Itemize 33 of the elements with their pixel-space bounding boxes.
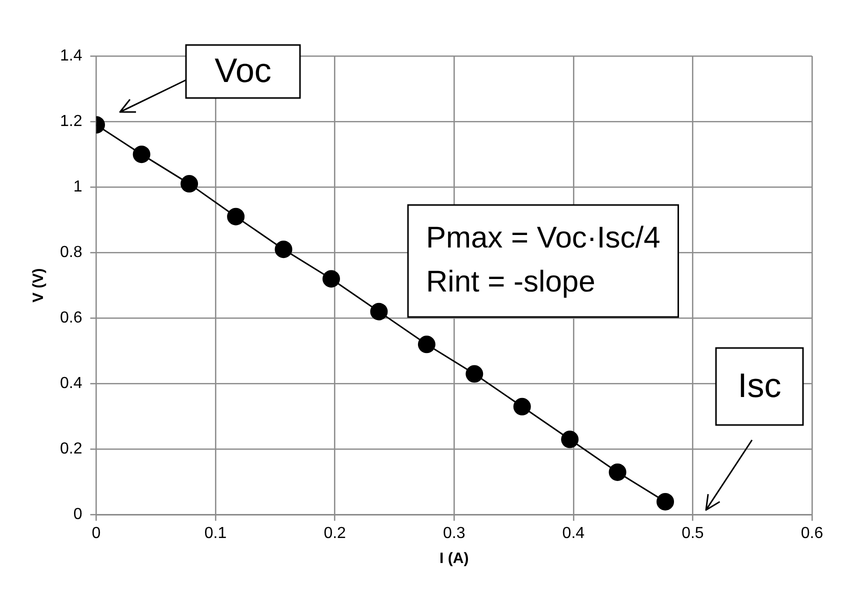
point	[608, 463, 626, 481]
x-tick-label: 0.3	[442, 524, 466, 542]
point	[418, 336, 436, 354]
point	[513, 398, 531, 416]
x-tick-label: 0.1	[204, 524, 227, 542]
y-tick-label: 0.2	[60, 440, 82, 458]
point	[561, 430, 579, 448]
y-tick-label: 0	[73, 506, 82, 524]
y-tick-label: 0.4	[60, 375, 82, 392]
point	[370, 302, 388, 320]
x-tick-label: 0.6	[800, 524, 824, 542]
x-tick-label: 0.2	[324, 524, 346, 542]
annotation: Pmax = Voc·Isc/4	[426, 221, 660, 254]
point	[274, 240, 292, 258]
y-tick-label: 1	[73, 178, 82, 196]
annotation: Isc	[738, 366, 782, 405]
point	[322, 270, 340, 288]
x-tick-label: 0	[92, 524, 101, 542]
x-tick-label: 0.4	[562, 524, 585, 542]
y-axis-title: V (V)	[30, 268, 48, 302]
point	[656, 492, 674, 510]
annotation: Voc	[214, 52, 272, 90]
x-axis-title: I (A)	[440, 550, 469, 568]
point	[227, 208, 245, 226]
y-tick-label: 0.8	[60, 244, 82, 262]
y-tick-label: 1.2	[60, 112, 82, 130]
annotation: Rint = -slope	[426, 265, 596, 298]
x-tick-label: 0.5	[682, 524, 704, 542]
y-tick-label: 0.6	[60, 310, 82, 327]
point	[132, 146, 150, 164]
point	[466, 365, 484, 383]
y-tick-label: 1.4	[60, 47, 82, 64]
point	[180, 175, 198, 193]
